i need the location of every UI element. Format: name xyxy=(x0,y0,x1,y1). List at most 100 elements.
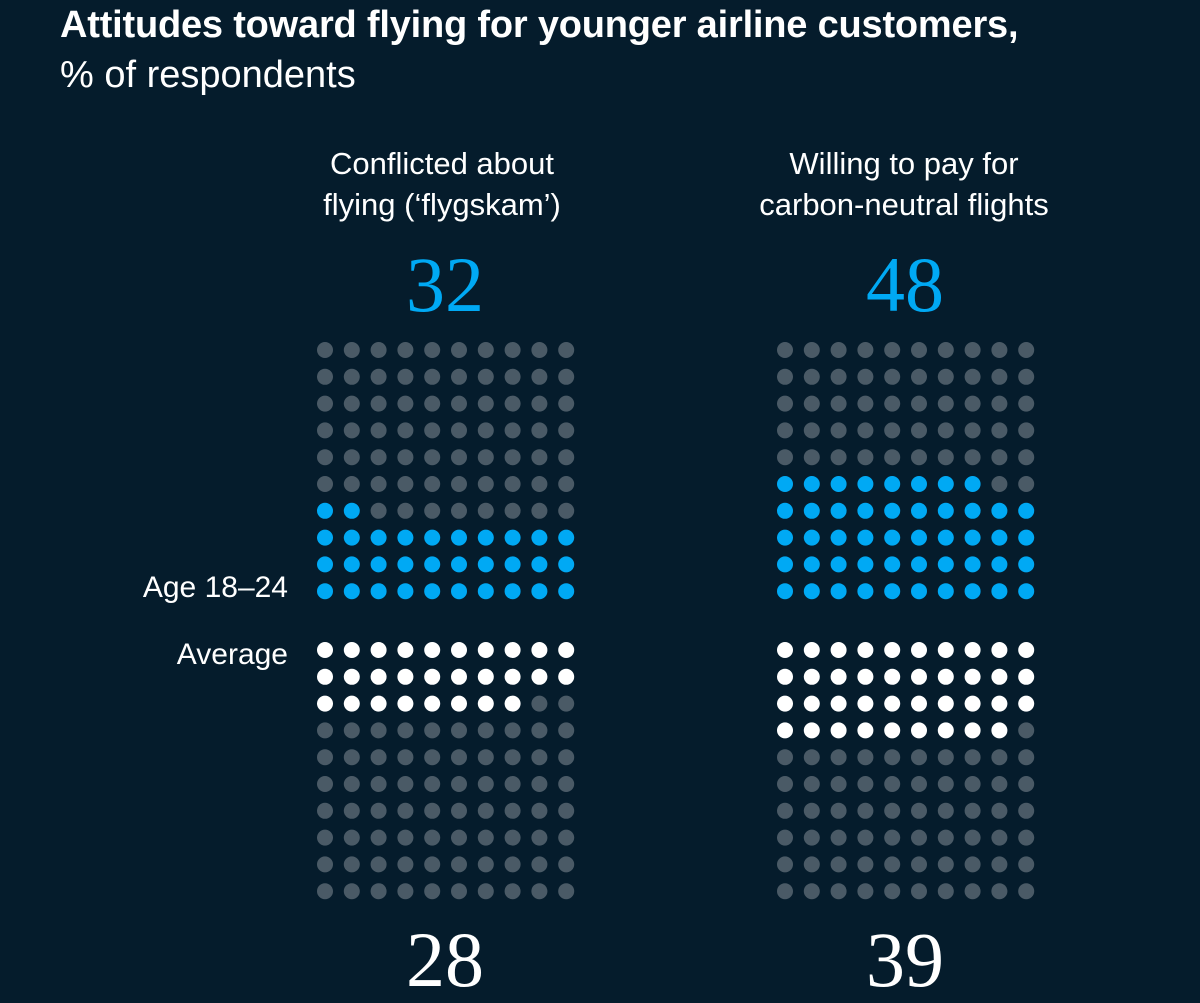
panel-2-average-dot-filled xyxy=(884,722,901,739)
panel-2-age-dot-empty xyxy=(964,422,981,439)
panel-1-age-dot-empty xyxy=(451,449,467,466)
panel-2-age-dot-empty xyxy=(1018,342,1035,358)
panel-2-average-dot-filled xyxy=(803,642,820,658)
panel-2-age-dot-empty xyxy=(830,368,847,385)
panel-2-age-dot-empty xyxy=(911,449,927,466)
panel-1-age-dot-empty xyxy=(451,368,467,385)
panel-1-average-dot-filled xyxy=(317,668,333,685)
panel-2-age-dot-empty xyxy=(991,342,1008,358)
panel-2-age-dot-empty xyxy=(830,342,847,358)
panel-2-age-dot-empty xyxy=(937,368,954,385)
panel-2-age-dot-filled xyxy=(884,583,901,600)
panel-2-average-dot-empty xyxy=(857,856,874,873)
panel-2-average-dot-empty xyxy=(964,829,981,846)
panel-1-average-dot-filled xyxy=(397,695,414,712)
panel-2-average-dot-empty xyxy=(911,776,927,792)
panel-2-age-dot-filled xyxy=(991,556,1008,573)
panel-2-age-dot-empty xyxy=(830,449,847,466)
panel-1-average-dot-filled xyxy=(504,695,521,712)
panel-2-average-dot-empty xyxy=(937,776,954,792)
panel-1-average-dot-filled xyxy=(317,642,333,658)
panel-2-age-dot-filled xyxy=(991,502,1008,519)
panel-1-age-dot-empty xyxy=(343,422,360,439)
panel-1-average-dot-empty xyxy=(370,802,387,819)
panel-1-average-dot-filled xyxy=(370,668,387,685)
panel-1-average-dot-filled xyxy=(397,668,414,685)
panel-2-average-dot-filled xyxy=(911,695,927,712)
panel-1-average-dot-empty xyxy=(477,883,494,900)
panel-1-age-dot-empty xyxy=(424,476,441,492)
panel-2-average-dot-empty xyxy=(911,883,927,900)
panel-1-age-dot-empty xyxy=(558,368,575,385)
panel-2-average-dot-filled xyxy=(937,642,954,658)
panel-1-average-dot-empty xyxy=(317,802,333,819)
panel-2-average-dot-empty xyxy=(911,802,927,819)
panel-1-average-dot-empty xyxy=(477,749,494,766)
panel-2-average-dot-filled xyxy=(777,668,793,685)
panel-2-age-dot-filled xyxy=(991,529,1008,546)
panel-1-average-dot-empty xyxy=(370,829,387,846)
panel-1-average-dot-empty xyxy=(424,749,441,766)
panel-2-average-dot-empty xyxy=(777,856,793,873)
panel-1-average-dot-empty xyxy=(451,829,467,846)
panel-2-average-dot-empty xyxy=(991,776,1008,792)
panel-2-average-dot-empty xyxy=(1018,856,1035,873)
panel-1-age-dot-empty xyxy=(370,502,387,519)
panel-2-age-dot-empty xyxy=(777,422,793,439)
panel-1-average-dot-empty xyxy=(451,856,467,873)
panel-1-average-dot-empty xyxy=(558,722,575,739)
panel-2-average-dot-filled xyxy=(937,722,954,739)
panel-2-age-dot-empty xyxy=(991,422,1008,439)
panel-2-average-dot-empty xyxy=(964,856,981,873)
panel-1-average-dot-filled xyxy=(343,668,360,685)
panel-1-age-dot-empty xyxy=(317,368,333,385)
panel-1-age-dot-empty xyxy=(424,342,441,358)
panel-2-age-dot-filled xyxy=(964,502,981,519)
panel-2-age-dot-empty xyxy=(777,342,793,358)
panel-1-age-dot-filled xyxy=(531,556,548,573)
panel-1-age-dot-empty xyxy=(558,502,575,519)
panel-2-average-dot-filled xyxy=(964,642,981,658)
panel-2-average-dot-filled xyxy=(991,695,1008,712)
panel-2-average-dot-filled xyxy=(964,722,981,739)
panel-1-average-dot-empty xyxy=(558,695,575,712)
panel-1-average-dot-empty xyxy=(370,776,387,792)
panel-1-average-dot-filled xyxy=(477,642,494,658)
panel-1-age-dot-empty xyxy=(424,395,441,412)
panel-2-age-dot-filled xyxy=(803,529,820,546)
panel-1-age-dot-empty xyxy=(558,422,575,439)
panel-2-age-dot-filled xyxy=(857,476,874,492)
panel-1-average-dot-empty xyxy=(451,802,467,819)
panel-2-average-dot-empty xyxy=(911,829,927,846)
panel-2-average-dot-empty xyxy=(937,856,954,873)
row-label-average: Average xyxy=(176,638,288,671)
panel-2-average-dot-filled xyxy=(1018,642,1035,658)
panel-2-average-dot-empty xyxy=(1018,776,1035,792)
panel-2-average-dot-empty xyxy=(937,883,954,900)
panel-1-average-dot-empty xyxy=(531,802,548,819)
panel-1-average-dot-empty xyxy=(531,856,548,873)
panel-2-age-dot-empty xyxy=(884,342,901,358)
panel-1-age-dot-empty xyxy=(397,502,414,519)
panel-2-age-dot-empty xyxy=(777,449,793,466)
panel-2-average-dot-filled xyxy=(991,668,1008,685)
panel-2-average-dot-filled xyxy=(964,695,981,712)
panel-1-age-dot-filled xyxy=(424,583,441,600)
panel-1-age-dot-filled xyxy=(317,556,333,573)
panel-1-age-dot-empty xyxy=(370,342,387,358)
panel-1-average-dot-empty xyxy=(477,776,494,792)
panel-1-age-dot-filled xyxy=(504,583,521,600)
panel-1-age-dot-empty xyxy=(397,368,414,385)
panel-1-average-dot-empty xyxy=(370,749,387,766)
panel-2-age-dot-filled xyxy=(777,583,793,600)
panel-2-age-dot-empty xyxy=(991,395,1008,412)
panel-2-age-dot-empty xyxy=(1018,422,1035,439)
panel-2-average-dot-empty xyxy=(911,856,927,873)
panel-2-age-dot-filled xyxy=(911,583,927,600)
panel-2-average-dot-filled xyxy=(911,668,927,685)
panel-1-category-label: Conflicted about flying (‘flygskam’) xyxy=(232,143,652,225)
panel-2-average-dot-filled xyxy=(937,695,954,712)
panel-1-age-dot-empty xyxy=(370,368,387,385)
panel-1-average-dot-empty xyxy=(504,802,521,819)
